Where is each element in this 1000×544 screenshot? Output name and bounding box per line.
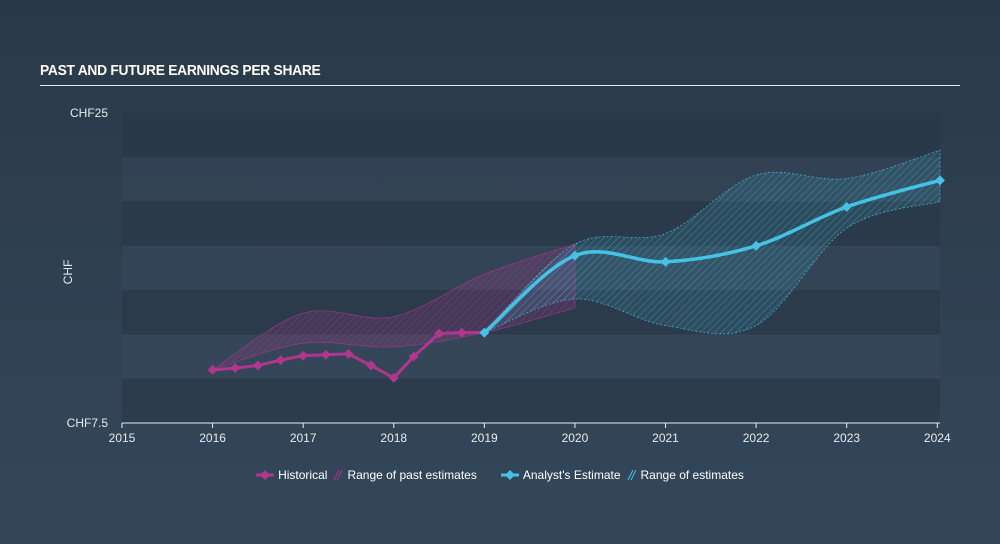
legend-estimate-range-label: Range of estimates [640, 468, 744, 482]
legend-past-range[interactable]: Range of past estimates [333, 468, 477, 482]
y-tick-label-bottom: CHF7.5 [67, 416, 109, 430]
historical-point [230, 363, 241, 374]
x-tick-label: 2021 [652, 431, 679, 445]
historical-point [298, 350, 309, 361]
x-tick-label: 2020 [562, 431, 589, 445]
estimate-point [841, 201, 852, 212]
x-tick-label: 2023 [833, 431, 860, 445]
historical-point [343, 348, 354, 359]
historical-point [366, 360, 377, 371]
legend-estimate[interactable]: Analyst's Estimate [500, 468, 621, 482]
legend-past-range-label: Range of past estimates [347, 468, 477, 482]
grid-band [122, 378, 940, 423]
historical-point [388, 372, 399, 383]
title-divider [40, 85, 960, 86]
grid-band [122, 113, 940, 158]
estimate-point [479, 327, 490, 338]
x-tick-label: 2022 [743, 431, 770, 445]
x-tick-label: 2016 [199, 431, 226, 445]
estimate-point [935, 175, 945, 186]
historical-point [252, 360, 263, 371]
legend-estimate-range[interactable]: Range of estimates [627, 468, 744, 482]
estimate-line [482, 178, 942, 335]
legend-historical[interactable]: Historical [256, 468, 327, 482]
x-tick-label: 2015 [109, 431, 136, 445]
legend-estimate-label: Analyst's Estimate [522, 468, 621, 482]
x-tick-label: 2017 [290, 431, 317, 445]
estimate-point [569, 250, 580, 261]
y-axis-label: CHF [61, 260, 75, 285]
estimate-point [660, 256, 671, 267]
x-tick-label: 2019 [471, 431, 498, 445]
historical-point [408, 351, 419, 362]
x-tick-label: 2024 [924, 431, 951, 445]
historical-point [207, 364, 218, 375]
hatch-pink-icon [333, 469, 343, 481]
x-tick-label: 2018 [380, 431, 407, 445]
hatch-blue-icon [627, 469, 636, 481]
legend-historical-label: Historical [278, 468, 328, 482]
estimates-range-area [484, 149, 941, 335]
historical-point [275, 355, 286, 366]
chart-title: PAST AND FUTURE EARNINGS PER SHARE [40, 62, 321, 79]
y-tick-label-top: CHF25 [70, 106, 108, 120]
historical-point [320, 349, 331, 360]
historical-point [434, 328, 445, 339]
estimate-line-icon [500, 470, 519, 480]
past-estimates-range-area [212, 243, 576, 371]
historical-point [456, 327, 467, 338]
estimate-point [751, 240, 762, 251]
historical-line-icon [256, 470, 275, 480]
chart-legend: Historical Range of past estimates Analy… [0, 468, 1000, 482]
